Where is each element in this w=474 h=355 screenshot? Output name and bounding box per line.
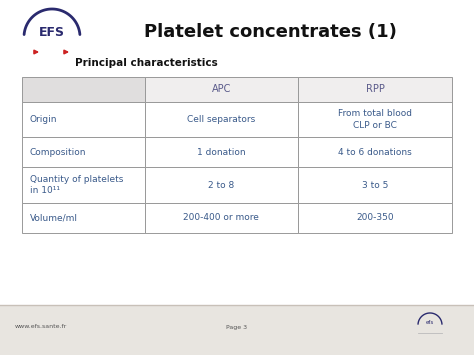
Text: EFS: EFS (39, 27, 65, 39)
Text: Volume/ml: Volume/ml (30, 213, 78, 223)
Bar (298, 137, 452, 166)
Bar (22, 102, 145, 137)
Text: Page 3: Page 3 (227, 324, 247, 329)
Text: 3 to 5: 3 to 5 (362, 180, 388, 190)
Bar (22, 203, 145, 233)
Text: 4 to 6 donations: 4 to 6 donations (338, 148, 412, 157)
Text: 2 to 8: 2 to 8 (208, 180, 235, 190)
Bar (22, 166, 145, 203)
Bar (145, 102, 298, 137)
Text: From total blood
CLP or BC: From total blood CLP or BC (338, 109, 412, 130)
Text: 200-400 or more: 200-400 or more (183, 213, 259, 223)
Text: efs: efs (426, 321, 434, 326)
Bar (22, 137, 145, 166)
Bar (145, 137, 298, 166)
Bar (145, 166, 298, 203)
Text: www.efs.sante.fr: www.efs.sante.fr (15, 324, 67, 329)
Text: Quantity of platelets
in 10¹¹: Quantity of platelets in 10¹¹ (30, 175, 123, 195)
Text: Platelet concentrates (1): Platelet concentrates (1) (144, 23, 396, 41)
Bar (22, 77, 145, 102)
Text: 200-350: 200-350 (356, 213, 394, 223)
Text: Principal characteristics: Principal characteristics (75, 58, 218, 68)
Bar (0, 0, 474, 305)
Text: APC: APC (211, 84, 231, 94)
Text: RPP: RPP (365, 84, 384, 94)
Bar (0, 305, 474, 355)
Bar (145, 77, 298, 102)
Bar (145, 203, 298, 233)
Text: Origin: Origin (30, 115, 57, 124)
Text: Cell separators: Cell separators (187, 115, 255, 124)
Bar (298, 166, 452, 203)
Bar (298, 102, 452, 137)
Text: 1 donation: 1 donation (197, 148, 246, 157)
Text: Composition: Composition (30, 148, 86, 157)
Bar (298, 77, 452, 102)
Bar (298, 203, 452, 233)
